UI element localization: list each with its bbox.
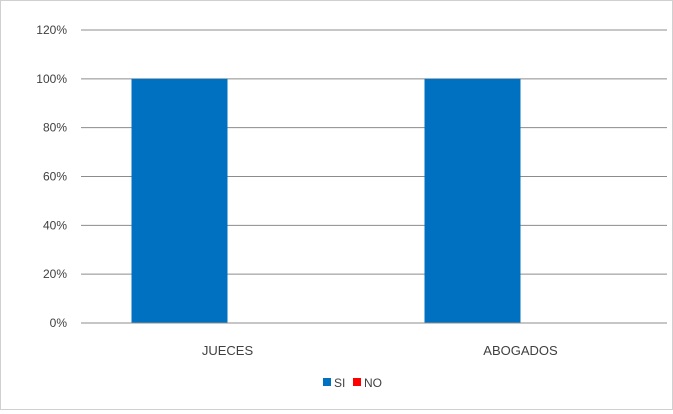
y-axis-ticks: 0% 20% 40% 60% 80% 100% 120% [36, 23, 67, 330]
bar-si-abogados [424, 78, 521, 323]
y-tick-label: 20% [43, 267, 67, 281]
y-tick-label: 120% [36, 23, 67, 37]
legend-swatch-no [353, 378, 361, 386]
y-tick-label: 0% [50, 316, 68, 330]
legend: SI NO [323, 376, 382, 390]
y-tick-label: 100% [36, 72, 67, 86]
y-tick-label: 40% [43, 218, 67, 232]
x-tick-label: ABOGADOS [483, 343, 558, 358]
legend-label-no: NO [364, 376, 382, 390]
legend-label-si: SI [334, 376, 345, 390]
y-tick-label: 80% [43, 121, 67, 135]
x-tick-label: JUECES [202, 343, 254, 358]
bar-si-jueces [131, 78, 228, 323]
legend-swatch-si [323, 378, 331, 386]
x-axis-ticks: JUECES ABOGADOS [202, 343, 558, 358]
bars [131, 78, 521, 323]
y-tick-label: 60% [43, 170, 67, 184]
